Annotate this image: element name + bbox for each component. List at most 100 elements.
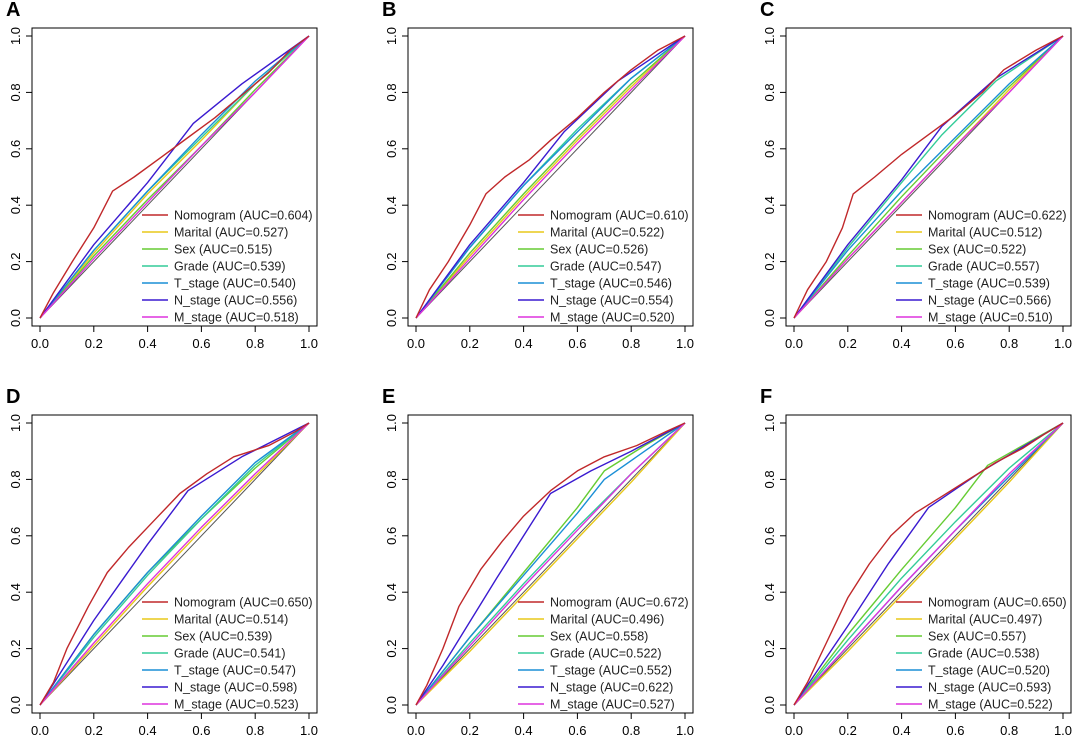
panel-b-series-sex — [415, 35, 686, 319]
panel-d-series-m-stage — [39, 422, 310, 706]
panel-a-x-tick-label: 0.4 — [139, 336, 157, 351]
panel-d-y-tick-label: 1.0 — [8, 414, 23, 432]
panel-c-series-n-stage — [793, 35, 1064, 319]
panel-a-x-tick-label: 0.8 — [246, 336, 264, 351]
panel-a-y-tick-label: 0.4 — [8, 196, 23, 214]
panel-a-frame — [31, 27, 318, 327]
panel-d-x-tick-label: 0.4 — [139, 723, 157, 738]
panel-b-y-tick-label: 0.2 — [384, 253, 399, 271]
panel-f-series-grade — [793, 422, 1064, 706]
panel-b-letter: B — [382, 0, 396, 21]
panel-b-legend-entry: Grade (AUC=0.547) — [550, 260, 662, 274]
panel-a-series-m-stage — [39, 35, 310, 319]
panel-d-x-tick-label: 0.0 — [31, 723, 49, 738]
panel-d-x-tick-label: 0.8 — [246, 723, 264, 738]
panel-a-y-tick-label: 0.8 — [8, 83, 23, 101]
panel-b-series-m-stage — [415, 35, 686, 319]
panel-c-series-sex — [793, 35, 1064, 319]
panel-c-legend-entry: Sex (AUC=0.522) — [928, 243, 1026, 257]
panel-d: D 0.0 0.2 0.4 0.6 0.8 1.0 0.0 0.2 0.4 0.6 0.8 1.0 Nom… — [6, 386, 318, 738]
panel-a-legend-entry: Grade (AUC=0.539) — [174, 260, 286, 274]
panel-f-legend-entry: M_stage (AUC=0.522) — [928, 698, 1053, 712]
panel-d-legend-entry: Sex (AUC=0.539) — [174, 630, 272, 644]
panel-f-legend-entry: Nomogram (AUC=0.650) — [928, 596, 1067, 610]
panel-c-y-tick-label: 0.4 — [762, 196, 777, 214]
panel-b-series-marital — [415, 35, 686, 319]
panel-f-legend-entry: N_stage (AUC=0.593) — [928, 681, 1051, 695]
panel-d-reference-line — [39, 422, 310, 706]
panel-a-x-tick-label: 0.0 — [31, 336, 49, 351]
panel-e-legend-entry: Grade (AUC=0.522) — [550, 647, 662, 661]
panel-e-x-tick-label: 1.0 — [676, 723, 694, 738]
panel-a-y-tick-label: 0.6 — [8, 140, 23, 158]
panel-e-y-tick-label: 0.4 — [384, 583, 399, 601]
panel-b-legend-entry: T_stage (AUC=0.546) — [550, 277, 672, 291]
panel-a: A 0.0 0.2 0.4 0.6 0.8 1.0 0.0 0.2 0.4 0.6 0.8 1.0 Nom… — [6, 0, 318, 351]
panel-b-x-tick-label: 1.0 — [676, 336, 694, 351]
panel-c-series-grade — [793, 35, 1064, 319]
panel-a-letter: A — [6, 0, 20, 21]
panel-a-legend-entry: T_stage (AUC=0.540) — [174, 277, 296, 291]
panel-d-x-tick-label: 1.0 — [300, 723, 318, 738]
panel-d-legend-entry: T_stage (AUC=0.547) — [174, 664, 296, 678]
panel-a-y-tick-label: 0.2 — [8, 253, 23, 271]
panel-a-x-tick-label: 1.0 — [300, 336, 318, 351]
panel-f-x-tick-label: 0.0 — [785, 723, 803, 738]
panel-e-legend-entry: Nomogram (AUC=0.672) — [550, 596, 689, 610]
panel-c-y-tick-label: 0.6 — [762, 140, 777, 158]
panel-e-legend-entry: Sex (AUC=0.558) — [550, 630, 648, 644]
panel-e-legend-entry: Marital (AUC=0.496) — [550, 613, 664, 627]
panel-a-x-tick-label: 0.6 — [192, 336, 210, 351]
panel-c-x-tick-label: 0.0 — [785, 336, 803, 351]
panel-e-letter: E — [382, 386, 395, 408]
panel-c-x-tick-label: 1.0 — [1054, 336, 1072, 351]
panel-e-series-m-stage — [415, 422, 686, 706]
panel-c-legend-entry: T_stage (AUC=0.539) — [928, 277, 1050, 291]
panel-d-legend-entry: Nomogram (AUC=0.650) — [174, 596, 313, 610]
panel-d-legend-entry: Grade (AUC=0.541) — [174, 647, 286, 661]
panel-f-x-tick-label: 0.6 — [946, 723, 964, 738]
panel-f-x-tick-label: 0.2 — [839, 723, 857, 738]
panel-f-y-tick-label: 0.6 — [762, 527, 777, 545]
panel-c: C 0.0 0.2 0.4 0.6 0.8 1.0 0.0 0.2 0.4 0.6 0.8 1.0 Nom… — [760, 0, 1072, 351]
panel-b-y-tick-label: 0.0 — [384, 309, 399, 327]
panel-c-x-tick-label: 0.6 — [946, 336, 964, 351]
panel-c-y-tick-label: 0.0 — [762, 309, 777, 327]
panel-c-letter: C — [760, 0, 774, 21]
panel-c-x-tick-label: 0.2 — [839, 336, 857, 351]
panel-f: F 0.0 0.2 0.4 0.6 0.8 1.0 0.0 0.2 0.4 0.6 0.8 1.0 Nom… — [760, 386, 1072, 738]
panel-c-series-m-stage — [793, 35, 1064, 319]
panel-e-x-tick-label: 0.0 — [407, 723, 425, 738]
panel-c-y-tick-label: 0.8 — [762, 83, 777, 101]
panel-b-legend-entry: M_stage (AUC=0.520) — [550, 311, 675, 325]
panel-b-y-tick-label: 0.8 — [384, 83, 399, 101]
panel-b-x-tick-label: 0.4 — [515, 336, 533, 351]
panel-c-series-nomogram — [793, 35, 1064, 319]
panel-e-legend-entry: N_stage (AUC=0.622) — [550, 681, 673, 695]
panel-b-series-nomogram — [415, 35, 686, 319]
panel-b-legend-entry: Marital (AUC=0.522) — [550, 226, 664, 240]
panel-c-frame — [785, 27, 1072, 327]
panel-f-x-tick-label: 0.8 — [1000, 723, 1018, 738]
panel-c-legend-entry: Marital (AUC=0.512) — [928, 226, 1042, 240]
panel-f-reference-line — [793, 422, 1064, 706]
panel-c-legend-entry: N_stage (AUC=0.566) — [928, 294, 1051, 308]
panel-f-legend-entry: Marital (AUC=0.497) — [928, 613, 1042, 627]
panel-e-x-tick-label: 0.8 — [622, 723, 640, 738]
panel-a-legend-entry: Nomogram (AUC=0.604) — [174, 209, 313, 223]
panel-e-x-tick-label: 0.6 — [568, 723, 586, 738]
panel-d-y-tick-label: 0.0 — [8, 696, 23, 714]
panel-d-series-t-stage — [39, 422, 310, 706]
panel-d-y-tick-label: 0.8 — [8, 470, 23, 488]
panel-c-series-t-stage — [793, 35, 1064, 319]
panel-f-legend-entry: T_stage (AUC=0.520) — [928, 664, 1050, 678]
panel-f-y-tick-label: 0.0 — [762, 696, 777, 714]
panel-a-y-tick-label: 0.0 — [8, 309, 23, 327]
panel-a-legend-entry: Marital (AUC=0.527) — [174, 226, 288, 240]
panel-e-x-tick-label: 0.4 — [515, 723, 533, 738]
panel-e-y-tick-label: 0.0 — [384, 696, 399, 714]
panel-e-series-nomogram — [415, 422, 686, 706]
panel-f-legend-entry: Grade (AUC=0.538) — [928, 647, 1040, 661]
panel-b: B 0.0 0.2 0.4 0.6 0.8 1.0 0.0 0.2 0.4 0.6 0.8 1.0 Nom… — [382, 0, 694, 351]
panel-f-series-marital — [793, 422, 1064, 706]
